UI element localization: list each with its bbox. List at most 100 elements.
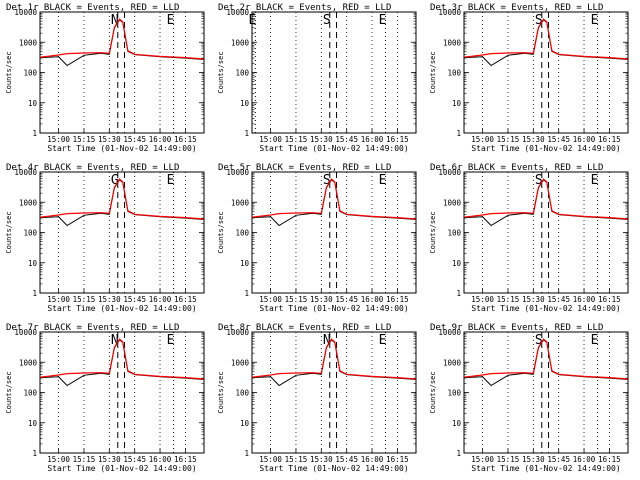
series-events-line bbox=[463, 19, 629, 67]
y-tick-label: 1 bbox=[244, 129, 249, 138]
y-tick-label: 10 bbox=[240, 259, 250, 268]
x-tick-label: 15:45 bbox=[547, 135, 570, 144]
series-lld-line bbox=[463, 178, 629, 220]
y-tick-label: 10 bbox=[452, 419, 462, 428]
y-tick-label: 10000 bbox=[14, 168, 37, 177]
series-lld-line bbox=[463, 18, 629, 60]
x-tick-label: 15:15 bbox=[73, 455, 96, 464]
panel-title: Det 2r BLACK = Events, RED = LLD bbox=[218, 3, 391, 13]
panel-title: Det 3r BLACK = Events, RED = LLD bbox=[430, 3, 603, 13]
event-marker-label: S bbox=[323, 173, 331, 188]
y-tick-label: 1000 bbox=[19, 358, 38, 367]
y-tick-label: 10 bbox=[452, 99, 462, 108]
x-tick-label: 16:15 bbox=[386, 455, 409, 464]
event-marker-label: G bbox=[111, 173, 119, 188]
x-tick-label: 16:00 bbox=[149, 455, 172, 464]
series-lld-line bbox=[463, 338, 629, 380]
x-tick-label: 15:45 bbox=[123, 295, 146, 304]
y-tick-label: 1000 bbox=[19, 38, 38, 47]
x-tick-label: 16:15 bbox=[598, 135, 621, 144]
series-lld-line bbox=[251, 338, 417, 380]
x-tick-label: 15:30 bbox=[522, 135, 545, 144]
x-tick-label: 15:00 bbox=[259, 455, 282, 464]
event-marker-label: E bbox=[379, 333, 387, 348]
x-tick-label: 16:15 bbox=[174, 295, 197, 304]
y-tick-label: 1 bbox=[32, 129, 37, 138]
x-tick-label: 15:45 bbox=[547, 455, 570, 464]
y-tick-label: 1 bbox=[244, 449, 249, 458]
x-tick-label: 16:00 bbox=[149, 295, 172, 304]
x-axis-label: Start Time (01-Nov-02 14:49:00) bbox=[259, 304, 408, 313]
series-events-line bbox=[251, 339, 417, 387]
y-tick-label: 100 bbox=[447, 229, 461, 238]
plot-frame bbox=[39, 331, 205, 454]
x-tick-label: 16:15 bbox=[598, 455, 621, 464]
x-tick-label: 15:15 bbox=[497, 455, 520, 464]
event-marker-label: E bbox=[167, 333, 175, 348]
y-tick-label: 100 bbox=[235, 69, 249, 78]
x-tick-label: 15:30 bbox=[98, 135, 121, 144]
panel-title: Det 1r BLACK = Events, RED = LLD bbox=[6, 3, 179, 13]
y-tick-label: 100 bbox=[23, 229, 37, 238]
x-tick-label: 16:00 bbox=[361, 455, 384, 464]
x-tick-label: 16:15 bbox=[174, 455, 197, 464]
x-tick-label: 16:00 bbox=[573, 295, 596, 304]
plot-frame bbox=[251, 11, 417, 134]
x-tick-label: 15:15 bbox=[73, 135, 96, 144]
y-tick-label: 10000 bbox=[226, 328, 249, 337]
x-axis-label: Start Time (01-Nov-02 14:49:00) bbox=[471, 464, 620, 473]
y-tick-label: 1 bbox=[456, 449, 461, 458]
x-tick-label: 16:00 bbox=[361, 135, 384, 144]
event-marker-label: E bbox=[167, 173, 175, 188]
y-tick-label: 100 bbox=[447, 389, 461, 398]
event-marker-label: E bbox=[591, 173, 599, 188]
y-tick-label: 10 bbox=[240, 419, 250, 428]
y-tick-label: 10000 bbox=[226, 8, 249, 17]
y-tick-label: 1 bbox=[456, 129, 461, 138]
x-tick-label: 16:15 bbox=[598, 295, 621, 304]
plot-frame bbox=[463, 331, 629, 454]
y-tick-label: 1000 bbox=[231, 198, 250, 207]
x-tick-label: 16:15 bbox=[386, 295, 409, 304]
y-axis-label: Counts/sec bbox=[5, 51, 13, 93]
x-tick-label: 15:15 bbox=[497, 135, 520, 144]
y-axis-label: Counts/sec bbox=[217, 51, 225, 93]
x-tick-label: 15:45 bbox=[123, 455, 146, 464]
y-axis-label: Counts/sec bbox=[429, 371, 437, 413]
plot-frame bbox=[463, 171, 629, 294]
y-tick-label: 10000 bbox=[14, 8, 37, 17]
y-tick-label: 1000 bbox=[443, 38, 462, 47]
x-tick-label: 15:00 bbox=[47, 135, 70, 144]
y-tick-label: 10 bbox=[452, 259, 462, 268]
x-tick-label: 16:00 bbox=[361, 295, 384, 304]
series-events-line bbox=[39, 179, 205, 227]
y-tick-label: 1000 bbox=[443, 198, 462, 207]
y-tick-label: 10000 bbox=[438, 8, 461, 17]
series-lld-line bbox=[39, 338, 205, 380]
x-tick-label: 15:15 bbox=[285, 455, 308, 464]
x-tick-label: 15:00 bbox=[47, 455, 70, 464]
series-lld-line bbox=[251, 178, 417, 220]
series-events-line bbox=[463, 339, 629, 387]
x-tick-label: 16:15 bbox=[386, 135, 409, 144]
y-axis-label: Counts/sec bbox=[217, 211, 225, 253]
x-tick-label: 15:30 bbox=[310, 135, 333, 144]
y-tick-label: 1 bbox=[32, 449, 37, 458]
x-tick-label: 15:15 bbox=[285, 135, 308, 144]
x-tick-label: 15:00 bbox=[471, 295, 494, 304]
x-axis-label: Start Time (01-Nov-02 14:49:00) bbox=[47, 304, 196, 313]
event-marker-label: E bbox=[379, 13, 387, 28]
x-axis-label: Start Time (01-Nov-02 14:49:00) bbox=[47, 144, 196, 153]
event-marker-label: S bbox=[535, 173, 543, 188]
event-marker-label: S bbox=[323, 13, 331, 28]
y-tick-label: 10000 bbox=[438, 328, 461, 337]
y-tick-label: 100 bbox=[23, 389, 37, 398]
x-tick-label: 15:15 bbox=[497, 295, 520, 304]
event-marker-label: E bbox=[591, 13, 599, 28]
